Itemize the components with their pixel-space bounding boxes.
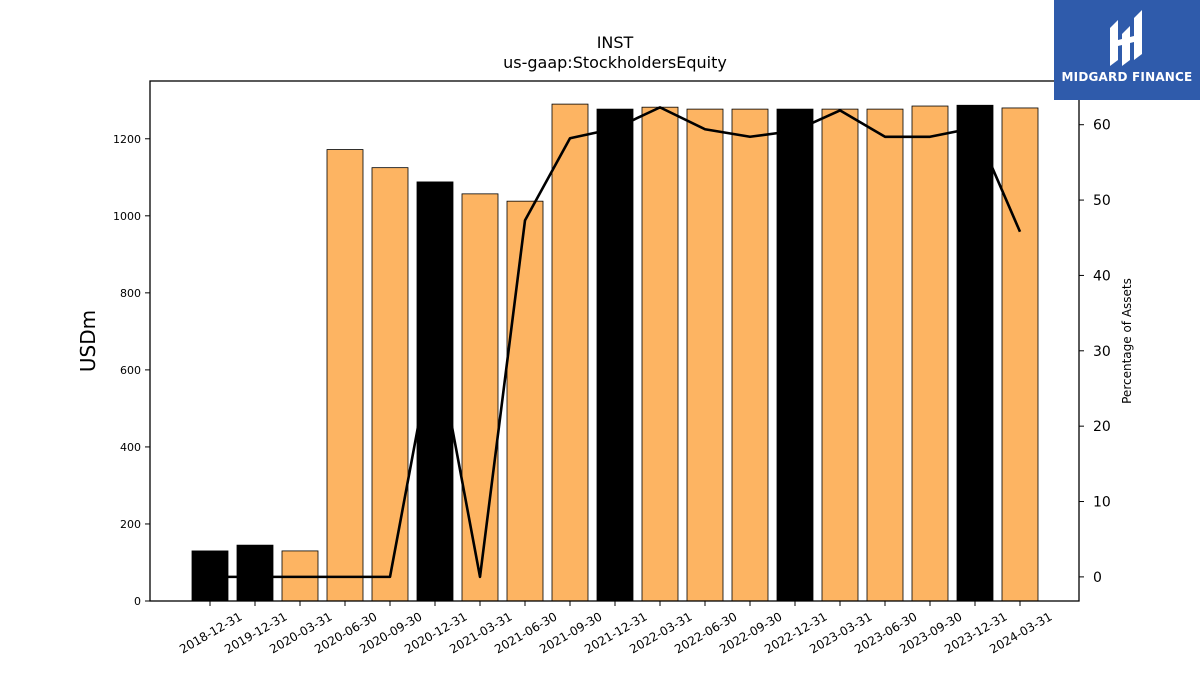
bar-2023-06-30 <box>866 108 904 602</box>
y-tick-label: 400 <box>120 441 141 454</box>
bar-2019-12-31 <box>236 544 274 602</box>
midgard-logo-mark-icon <box>1110 10 1142 66</box>
x-axis: 2018-12-312019-12-312020-03-312020-06-30… <box>177 601 1055 656</box>
bar-2022-03-31 <box>641 106 679 602</box>
y2-tick-label: 50 <box>1093 193 1111 209</box>
y2-tick-label: 0 <box>1093 570 1102 586</box>
logo-text: MIDGARD FINANCE <box>1061 70 1193 84</box>
bar-2021-12-31 <box>596 108 634 602</box>
y-axis-label: USDm <box>76 310 100 372</box>
y-tick-label: 200 <box>120 518 141 531</box>
y2-tick-label: 10 <box>1093 495 1111 511</box>
bar-2022-12-31 <box>776 108 814 602</box>
chart-title: INST <box>597 33 634 52</box>
bar-2023-12-31 <box>956 104 994 602</box>
y2-tick-label: 30 <box>1093 344 1111 360</box>
y2-tick-label: 60 <box>1093 118 1111 134</box>
y-tick-label: 600 <box>120 364 141 377</box>
bar-group <box>191 103 1039 602</box>
y2-tick-label: 20 <box>1093 419 1111 435</box>
y2-axis-label: Percentage of Assets <box>1120 278 1134 404</box>
chart-subtitle: us-gaap:StockholdersEquity <box>503 53 727 72</box>
bar-2023-09-30 <box>911 105 949 602</box>
bar-2020-09-30 <box>371 167 409 602</box>
y-tick-label: 1200 <box>113 133 141 146</box>
bar-2022-06-30 <box>686 108 724 602</box>
bar-2022-09-30 <box>731 108 769 602</box>
bar-2023-03-31 <box>821 108 859 602</box>
y-tick-label: 800 <box>120 287 141 300</box>
y-tick-label: 0 <box>134 595 141 608</box>
bar-2020-12-31 <box>416 181 454 602</box>
percentage-line-group <box>209 106 1022 579</box>
bar-2021-06-30 <box>506 200 544 602</box>
bar-2020-06-30 <box>326 149 364 602</box>
bar-2021-03-31 <box>461 193 499 602</box>
y2-tick-label: 40 <box>1093 268 1111 284</box>
y-tick-label: 1000 <box>113 210 141 223</box>
bar-2024-03-31 <box>1001 107 1039 602</box>
y-axis-left: 0 200 400 600 800 1000 1200 <box>113 133 150 608</box>
midgard-finance-logo: MIDGARD FINANCE <box>1054 0 1200 100</box>
y-axis-right: 0 10 20 30 40 50 60 <box>1079 118 1111 586</box>
bar-2021-09-30 <box>551 103 589 602</box>
